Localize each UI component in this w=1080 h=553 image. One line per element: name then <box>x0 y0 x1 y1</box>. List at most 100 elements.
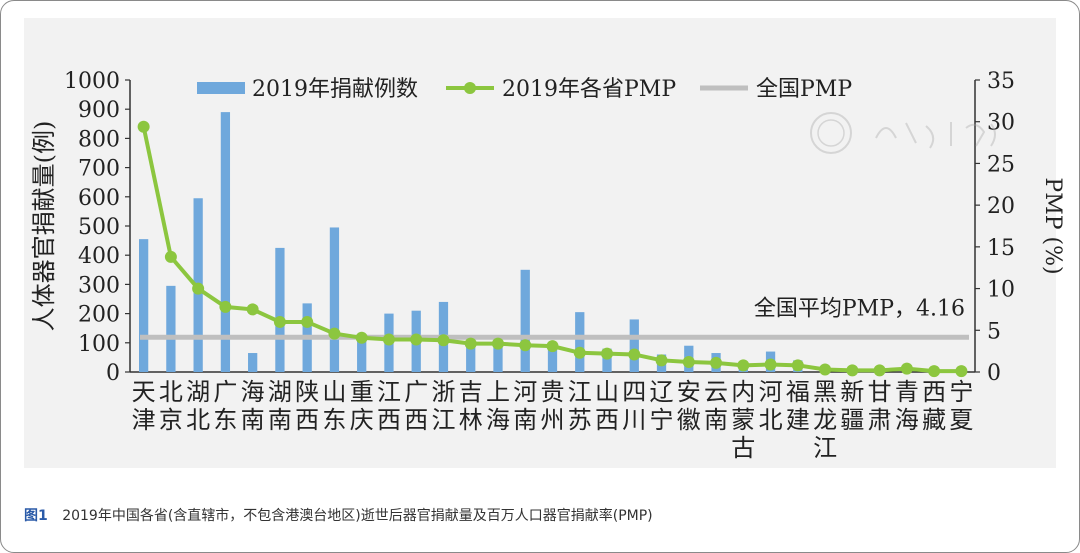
pmp-point <box>165 251 177 263</box>
pmp-point <box>574 347 586 359</box>
x-tick-label: 州 <box>541 406 565 434</box>
pmp-point <box>846 364 858 376</box>
x-tick-label: 江 <box>813 434 837 462</box>
x-tick-label: 川 <box>622 406 646 434</box>
bar <box>139 239 148 372</box>
pmp-point <box>792 359 804 371</box>
x-tick-label: 藏 <box>922 406 946 434</box>
x-tick-label: 山 <box>322 378 346 406</box>
pmp-point <box>765 358 777 370</box>
watermark-logo <box>806 108 1016 158</box>
x-tick-label: 湖 <box>268 378 292 406</box>
y-tick-label-left: 600 <box>78 186 120 211</box>
x-tick-label: 安 <box>677 378 701 406</box>
bar <box>275 248 284 372</box>
x-tick-label: 海 <box>241 378 265 406</box>
x-tick-label: 江 <box>568 378 592 406</box>
x-tick-label: 河 <box>513 378 537 406</box>
legend-line-label: 2019年各省PMP <box>502 77 676 102</box>
x-tick-label: 东 <box>213 406 237 434</box>
pmp-point <box>247 303 259 315</box>
x-tick-label: 西 <box>922 378 946 406</box>
legend-avg-label: 全国PMP <box>756 77 852 102</box>
pmp-point <box>656 354 668 366</box>
x-tick-label: 广 <box>213 378 237 406</box>
pmp-point <box>301 316 313 328</box>
pmp-point <box>383 333 395 345</box>
average-annotation: 全国平均PMP，4.16 <box>754 296 965 321</box>
legend-bar-swatch <box>197 82 245 94</box>
x-tick-label: 林 <box>459 406 483 434</box>
x-tick-label: 天 <box>132 378 156 406</box>
x-tick-label: 古 <box>731 434 755 462</box>
y-tick-label-right: 10 <box>987 278 1015 303</box>
x-tick-label: 河 <box>759 378 783 406</box>
bar <box>248 353 257 372</box>
bar <box>575 312 584 372</box>
x-tick-label: 云 <box>704 378 728 406</box>
x-tick-label: 宁 <box>650 406 674 434</box>
x-tick-label: 重 <box>350 378 374 406</box>
y-tick-label-left: 100 <box>78 332 120 357</box>
y-tick-label-left: 300 <box>78 273 120 298</box>
x-tick-label: 北 <box>159 378 183 406</box>
pmp-point <box>437 334 449 346</box>
y-tick-label-right: 5 <box>987 319 1001 344</box>
x-tick-label: 蒙 <box>731 406 755 434</box>
y-axis-title-left: 人体器官捐献量(例) <box>30 121 58 332</box>
pmp-point <box>274 316 286 328</box>
pmp-point <box>519 339 531 351</box>
x-tick-label: 南 <box>704 406 728 434</box>
x-tick-label: 疆 <box>840 406 864 434</box>
x-tick-label: 北 <box>186 406 210 434</box>
x-tick-label: 江 <box>431 406 455 434</box>
x-tick-label: 庆 <box>350 406 374 434</box>
x-tick-label: 海 <box>895 406 919 434</box>
x-tick-label: 甘 <box>868 378 892 406</box>
pmp-point <box>410 333 422 345</box>
y-tick-label-left: 500 <box>78 215 120 240</box>
pmp-point <box>219 301 231 313</box>
pmp-point <box>737 359 749 371</box>
x-tick-label: 江 <box>377 378 401 406</box>
bar <box>166 286 175 372</box>
pmp-point <box>874 364 886 376</box>
y-tick-label-left: 900 <box>78 98 120 123</box>
x-tick-label: 苏 <box>568 406 592 434</box>
x-tick-label: 西 <box>295 406 319 434</box>
x-tick-label: 龙 <box>813 406 837 434</box>
x-tick-label: 津 <box>132 406 156 434</box>
x-tick-label: 徽 <box>677 406 701 434</box>
x-tick-label: 宁 <box>949 378 973 406</box>
pmp-point <box>901 363 913 375</box>
x-tick-label: 西 <box>377 406 401 434</box>
bar <box>630 319 639 372</box>
bar <box>521 270 530 372</box>
x-tick-label: 浙 <box>431 378 455 406</box>
pmp-point <box>819 363 831 375</box>
x-tick-label: 吉 <box>459 378 483 406</box>
bar <box>330 227 339 372</box>
x-tick-label: 夏 <box>949 406 973 434</box>
y-tick-label-right: 0 <box>987 361 1001 386</box>
pmp-point <box>192 283 204 295</box>
y-tick-label-left: 700 <box>78 157 120 182</box>
y-tick-label-left: 400 <box>78 244 120 269</box>
pmp-point <box>547 340 559 352</box>
x-tick-label: 京 <box>159 406 183 434</box>
y-tick-label-right: 20 <box>987 194 1015 219</box>
x-tick-label: 陕 <box>295 378 319 406</box>
pmp-line <box>144 127 962 371</box>
x-tick-label: 西 <box>595 406 619 434</box>
x-tick-label: 南 <box>268 406 292 434</box>
pmp-point <box>601 348 613 360</box>
x-tick-label: 肃 <box>868 406 892 434</box>
bar <box>221 112 230 372</box>
x-tick-label: 建 <box>786 406 810 434</box>
x-tick-label: 辽 <box>650 378 674 406</box>
pmp-point <box>492 338 504 350</box>
legend-line-marker <box>464 82 476 94</box>
x-tick-label: 贵 <box>541 378 565 406</box>
x-tick-label: 湖 <box>186 378 210 406</box>
x-tick-label: 西 <box>404 406 428 434</box>
